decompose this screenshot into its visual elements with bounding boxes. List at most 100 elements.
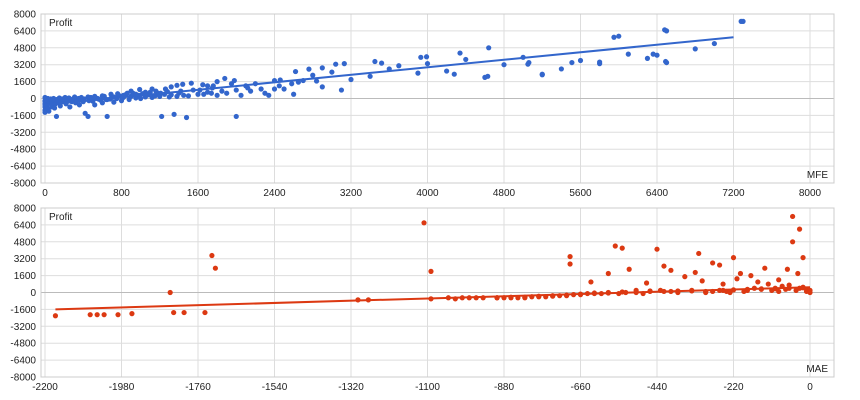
mfe-data-point (231, 77, 237, 84)
mfe-chart-frame (40, 13, 835, 184)
mfe-data-point (262, 90, 268, 96)
mfe-data-point (367, 73, 373, 79)
mfe-data-point (423, 54, 430, 60)
mfe-data-point (348, 76, 354, 83)
mae-data-point (129, 311, 135, 317)
mae-x-tick-label: -1320 (338, 382, 364, 393)
mfe-data-point (159, 113, 165, 120)
mfe-data-point (663, 58, 669, 65)
mae-data-point (661, 263, 667, 269)
mfe-data-point (319, 84, 325, 90)
mae-data-point (699, 278, 705, 284)
mfe-data-point (597, 59, 603, 65)
mae-data-point (171, 309, 177, 316)
mae-data-point (692, 269, 698, 276)
mfe-data-point (276, 83, 282, 89)
mfe-data-point (185, 93, 192, 99)
mfe-data-point (224, 90, 230, 96)
mfe-data-point (208, 90, 214, 96)
mae-data-point (212, 265, 218, 271)
mae-data-point (762, 265, 768, 271)
mae-chart-grid (41, 207, 834, 378)
mae-data-point (800, 255, 806, 261)
mfe-data-point (51, 105, 58, 111)
mfe-y-tick-label: 6400 (14, 26, 37, 37)
mae-x-tick-label: -440 (647, 382, 667, 393)
mfe-data-point (168, 84, 174, 90)
mfe-data-point (142, 89, 149, 95)
mae-data-point (765, 281, 771, 287)
mfe-data-point (200, 82, 206, 88)
mae-data-point (643, 280, 650, 286)
mfe-x-tick-label: 6400 (646, 188, 669, 199)
mfe-data-point (577, 57, 584, 64)
mae-data-point (716, 262, 723, 268)
mae-chart: 8000 6400 4800 3200 1600 0 -1600 -3200 -4800 -640… (10, 204, 835, 393)
mae-data-point (101, 312, 107, 318)
mfe-x-tick-label: 8000 (799, 188, 822, 199)
mae-data-point (720, 281, 726, 287)
mfe-data-point (245, 85, 251, 91)
mfe-data-point (611, 34, 617, 40)
mfe-data-point (188, 80, 194, 86)
mae-x-tick-label: -1980 (109, 382, 135, 393)
mfe-data-point (281, 86, 287, 92)
mfe-data-point (115, 91, 121, 97)
mfe-data-point (181, 92, 187, 98)
mfe-data-point (738, 18, 744, 24)
mfe-x-tick-label: 4800 (493, 188, 516, 199)
mfe-data-point (313, 78, 320, 84)
mfe-data-point (289, 81, 295, 87)
mae-chart-points (52, 213, 813, 319)
mae-data-point (421, 220, 427, 226)
mfe-x-tick-label: 3200 (340, 188, 363, 199)
mfe-data-point (539, 72, 545, 78)
mae-data-point (626, 266, 632, 272)
mfe-data-point (372, 58, 378, 65)
mae-data-point (52, 313, 59, 319)
mfe-data-point (46, 108, 52, 114)
mfe-data-point (195, 91, 201, 97)
mfe-data-point (338, 87, 345, 93)
mfe-data-point (67, 104, 73, 110)
mae-x-tick-label: -220 (723, 382, 743, 393)
mae-data-point (181, 309, 187, 316)
mfe-data-point (341, 61, 347, 67)
mfe-data-point (149, 86, 155, 92)
mfe-chart-y-ticks: 8000 6400 4800 3200 1600 0 -1600 -3200 -4800 -640… (10, 10, 36, 190)
mfe-data-point (625, 51, 631, 57)
mae-data-point (796, 226, 803, 232)
mfe-y-tick-label: 1600 (14, 77, 37, 88)
mfe-data-point (201, 91, 207, 97)
mfe-chart-y-label: Profit (49, 18, 73, 29)
mae-chart-x-label: MAE (806, 364, 828, 375)
mae-data-point (588, 279, 594, 285)
mae-y-tick-label: 1600 (14, 271, 37, 282)
mae-data-point (737, 270, 744, 277)
mae-data-point (696, 250, 702, 257)
mfe-data-point (569, 59, 575, 66)
mfe-data-point (329, 69, 335, 75)
mae-x-tick-label: 0 (807, 382, 813, 393)
mfe-data-point (271, 86, 278, 92)
mfe-y-tick-label: -8000 (10, 179, 36, 190)
mfe-data-point (92, 102, 98, 108)
mfe-data-point (99, 93, 105, 99)
mfe-data-point (53, 113, 60, 120)
mae-data-point (710, 260, 716, 266)
mfe-data-point (233, 113, 239, 120)
mae-data-point (612, 243, 618, 249)
mae-trendline (55, 286, 811, 311)
mfe-data-point (396, 63, 402, 69)
mae-data-point (807, 289, 813, 296)
mae-data-point (795, 270, 801, 277)
mae-x-tick-label: -880 (494, 382, 514, 393)
mfe-data-point (137, 86, 143, 93)
mfe-data-point (57, 103, 63, 109)
mfe-data-point (379, 60, 385, 66)
mae-data-point (784, 266, 790, 272)
mae-x-tick-label: -1760 (185, 382, 211, 393)
mae-data-point (790, 213, 796, 220)
mfe-y-tick-label: 3200 (14, 60, 37, 71)
